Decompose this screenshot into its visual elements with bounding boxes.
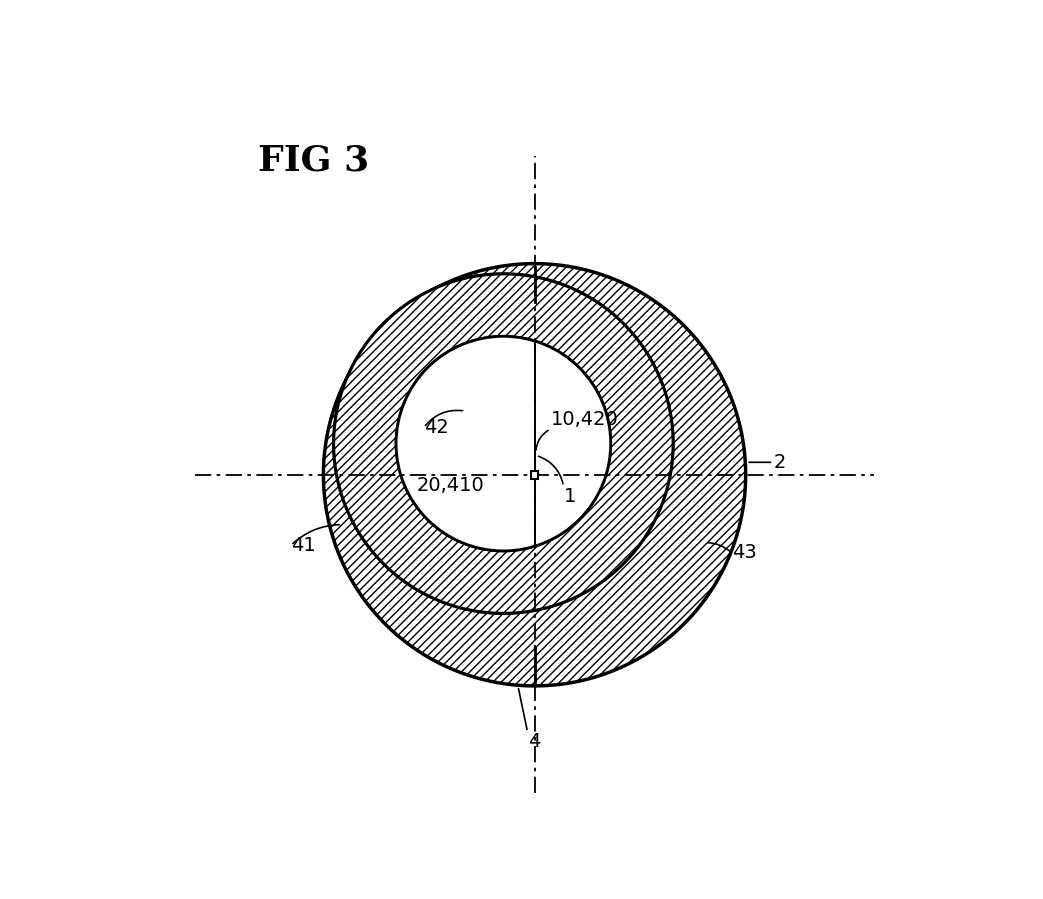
PathPatch shape (334, 274, 673, 613)
Text: 20,410: 20,410 (417, 476, 485, 494)
Text: 42: 42 (423, 418, 448, 437)
Circle shape (334, 274, 673, 613)
Circle shape (396, 336, 611, 551)
Text: FIG 3: FIG 3 (258, 143, 369, 177)
Text: 1: 1 (563, 486, 576, 505)
Text: 2: 2 (773, 453, 785, 472)
Bar (531, 471, 538, 478)
PathPatch shape (323, 263, 746, 686)
Text: 10,420: 10,420 (551, 410, 618, 429)
Text: 41: 41 (291, 536, 316, 555)
Text: 43: 43 (732, 544, 756, 563)
Text: 4: 4 (528, 733, 540, 752)
